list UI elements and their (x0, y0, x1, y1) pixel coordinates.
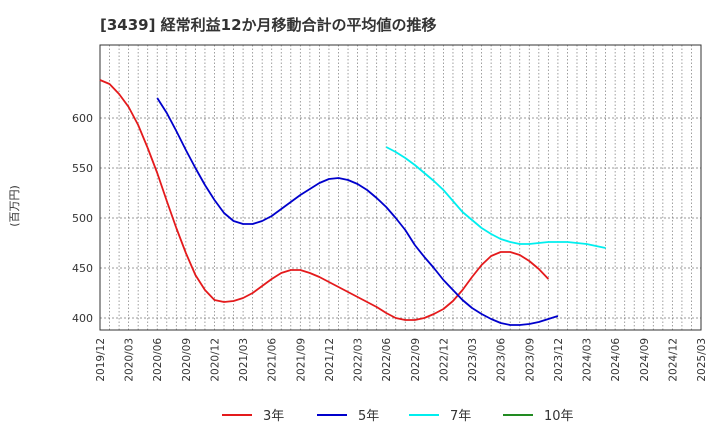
x-tick-labels: 2019/12 2020/03 2020/06 2020/09 2020/12 2021/… (95, 338, 708, 382)
x-tick-label: 2021/12 (324, 338, 336, 382)
y-tick-labels: 400 450 500 550 600 (72, 112, 93, 325)
chart-title: [3439] 経常利益12か月移動合計の平均値の推移 (100, 16, 437, 34)
x-tick-label: 2019/12 (95, 338, 107, 382)
legend-label: 5年 (358, 409, 379, 424)
x-tick-label: 2021/06 (267, 338, 279, 382)
grid-lines (100, 45, 701, 330)
legend: 3年 5年 7年 10年 (222, 409, 574, 424)
series-line (385, 146, 606, 249)
x-tick-label: 2020/06 (152, 338, 164, 382)
x-tick-label: 2024/09 (639, 338, 651, 382)
legend-label: 7年 (450, 409, 471, 424)
x-tick-label: 2021/03 (238, 338, 250, 382)
y-tick-label: 600 (72, 112, 93, 125)
plot-area-border (99, 44, 702, 331)
x-tick-label: 2020/03 (124, 338, 136, 382)
x-tick-label: 2020/12 (209, 338, 221, 382)
x-tick-label: 2024/03 (582, 338, 594, 382)
x-tick-label: 2022/03 (353, 338, 365, 382)
x-tick-label: 2021/09 (295, 338, 307, 382)
legend-label: 3年 (263, 409, 284, 424)
series-line (99, 79, 550, 321)
x-tick-label: 2020/09 (181, 338, 193, 382)
series-line (156, 97, 559, 326)
series-lines (99, 79, 606, 326)
x-tick-label: 2023/03 (467, 338, 479, 382)
y-tick-label: 450 (72, 262, 93, 275)
x-tick-label: 2022/06 (381, 338, 393, 382)
y-tick-label: 500 (72, 212, 93, 225)
x-tick-label: 2023/06 (496, 338, 508, 382)
x-tick-label: 2024/12 (667, 338, 679, 382)
x-tick-label: 2025/03 (696, 338, 708, 382)
y-tick-label: 550 (72, 162, 93, 175)
x-tick-label: 2022/09 (410, 338, 422, 382)
x-tick-label: 2024/06 (610, 338, 622, 382)
x-tick-label: 2022/12 (438, 338, 450, 382)
y-axis-label: (百万円) (8, 185, 21, 227)
x-tick-label: 2023/12 (553, 338, 565, 382)
legend-label: 10年 (544, 409, 574, 424)
y-tick-label: 400 (72, 312, 93, 325)
x-tick-label: 2023/09 (524, 338, 536, 382)
